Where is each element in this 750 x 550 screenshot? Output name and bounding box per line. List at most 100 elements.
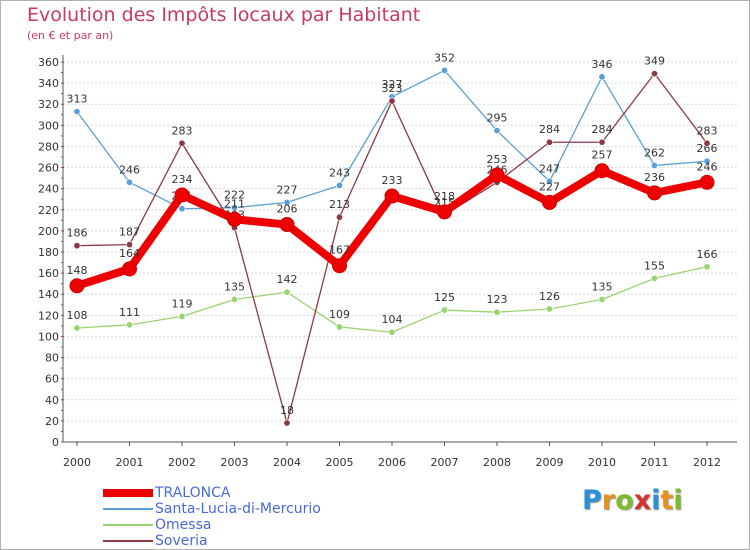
data-label: 109 (329, 308, 350, 321)
data-label: 313 (67, 93, 88, 106)
data-label: 349 (644, 55, 665, 68)
data-label: 253 (487, 153, 508, 166)
data-label: 164 (119, 247, 140, 260)
y-tick-label: 260 (38, 162, 59, 175)
data-label: 247 (539, 162, 560, 175)
x-tick-label: 2011 (641, 456, 669, 469)
data-point (73, 108, 81, 116)
x-tick-label: 2010 (588, 456, 616, 469)
data-point (231, 295, 239, 303)
logo-letter: i (673, 485, 683, 516)
x-tick-label: 2001 (116, 456, 144, 469)
data-point (279, 217, 295, 233)
data-label: 284 (539, 123, 560, 136)
y-tick-label: 200 (38, 225, 59, 238)
data-point (126, 241, 134, 249)
legend-swatch (103, 524, 153, 526)
data-label: 227 (277, 183, 298, 196)
legend-swatch (103, 540, 153, 542)
data-point (440, 66, 448, 74)
legend-item: Soveria (103, 533, 363, 549)
data-point (283, 198, 291, 206)
y-tick-label: 80 (45, 352, 59, 365)
y-tick-label: 0 (52, 436, 59, 449)
x-tick-label: 2008 (483, 456, 511, 469)
data-label: 125 (434, 291, 455, 304)
data-label: 135 (592, 281, 613, 294)
y-tick-label: 320 (38, 98, 59, 111)
data-label: 284 (592, 123, 613, 136)
logo-letter: i (651, 485, 661, 516)
data-point (178, 205, 186, 213)
y-tick-label: 280 (38, 140, 59, 153)
y-tick-label: 220 (38, 204, 59, 217)
data-point (69, 278, 85, 294)
y-tick-label: 180 (38, 246, 59, 259)
data-label: 295 (487, 112, 508, 125)
data-point (440, 306, 448, 314)
data-point (489, 167, 505, 183)
data-point (699, 174, 715, 190)
data-label: 108 (67, 309, 88, 322)
data-label: 352 (434, 51, 455, 64)
data-point (335, 213, 343, 221)
data-label: 104 (382, 313, 403, 326)
data-point (650, 161, 658, 169)
legend-label: TRALONCA (155, 485, 231, 501)
data-label: 246 (119, 163, 140, 176)
data-label: 186 (67, 227, 88, 240)
data-label: 327 (382, 78, 403, 91)
y-tick-label: 360 (38, 56, 59, 69)
data-point (122, 261, 137, 277)
data-point (493, 127, 501, 135)
data-point (384, 188, 400, 204)
legend-swatch (103, 508, 153, 510)
legend-label: Soveria (155, 533, 208, 549)
data-label: 266 (697, 142, 718, 155)
data-point (73, 324, 81, 332)
y-tick-label: 340 (38, 77, 59, 90)
legend-item: Santa-Lucia-di-Mercurio (103, 501, 363, 517)
data-point (598, 138, 606, 146)
data-point (174, 187, 190, 203)
data-label: 211 (224, 197, 245, 210)
chart-subtitle: (en € et par an) (27, 29, 114, 42)
data-label: 135 (224, 281, 245, 294)
data-point (545, 305, 553, 313)
data-point (650, 70, 658, 78)
chart-legend: TRALONCA Santa-Lucia-di-Mercurio Omessa Sov… (103, 485, 363, 549)
data-label: 283 (697, 124, 718, 137)
data-label: 119 (172, 297, 193, 310)
x-tick-label: 2012 (693, 456, 721, 469)
series-line-tralonca (73, 166, 711, 290)
data-point (332, 258, 347, 274)
legend-label: Omessa (155, 517, 212, 533)
data-label: 243 (329, 167, 350, 180)
x-tick-label: 2007 (431, 456, 459, 469)
data-label: 346 (592, 58, 613, 71)
data-label: 126 (539, 290, 560, 303)
data-point (545, 138, 553, 146)
logo-letter: o (615, 485, 634, 516)
x-tick-label: 2005 (326, 456, 354, 469)
chart-title: Evolution des Impôts locaux par Habitant (27, 4, 421, 26)
data-point (650, 274, 658, 282)
data-label: 234 (172, 173, 193, 186)
data-point (545, 177, 553, 185)
data-point (598, 73, 606, 81)
data-label: 283 (172, 124, 193, 137)
data-label: 123 (487, 293, 508, 306)
data-point (283, 419, 291, 427)
proxiti-logo: Proxiti (582, 485, 683, 516)
data-label: 262 (644, 146, 665, 159)
y-tick-label: 40 (45, 394, 59, 407)
data-point (335, 182, 343, 190)
data-point (542, 194, 557, 210)
legend-item: TRALONCA (103, 485, 363, 501)
data-label: 155 (644, 259, 665, 272)
data-point (388, 328, 396, 336)
data-point (227, 211, 242, 227)
legend-label: Santa-Lucia-di-Mercurio (155, 501, 321, 517)
data-label: 227 (539, 180, 560, 193)
